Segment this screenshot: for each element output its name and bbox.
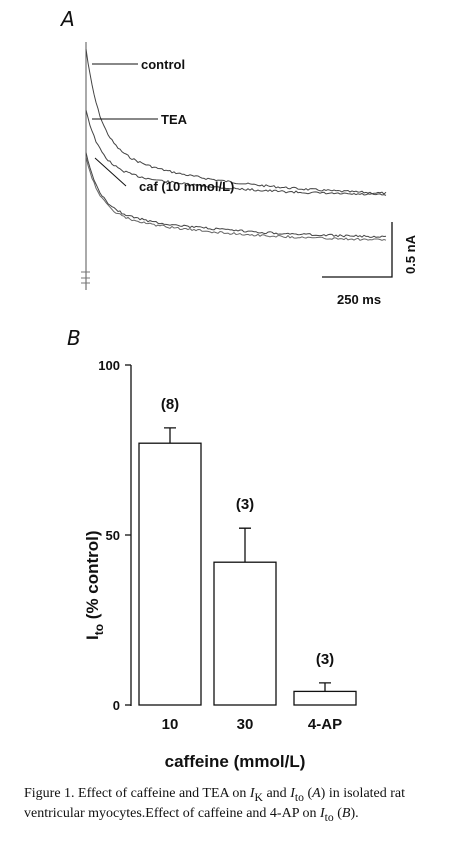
panel-b: B 0 50 100 (8) 10 (3) 30 (3) 4-AP Ito (%… xyxy=(67,326,357,771)
y-tick-label-0: 0 xyxy=(113,698,120,713)
n-label-3: (3) xyxy=(316,651,334,668)
y-tick-label-50: 50 xyxy=(106,528,120,543)
n-label-2: (3) xyxy=(236,496,254,513)
bar-1 xyxy=(138,442,202,706)
caption-b: B xyxy=(341,805,351,821)
caption-part-5: ( xyxy=(333,805,342,821)
panel-a: A control TEA caf (10 mmol/L) 250 ms 0.5… xyxy=(59,7,418,307)
y-tick-label-100: 100 xyxy=(98,358,120,373)
panel-b-letter: B xyxy=(67,326,81,350)
label-caf: caf (10 mmol/L) xyxy=(139,179,234,194)
category-label-1: 10 xyxy=(162,716,179,733)
error-bar-3 xyxy=(319,682,331,692)
n-label-1: (8) xyxy=(161,396,179,413)
leader-caf xyxy=(94,157,127,187)
trace-caf-2 xyxy=(85,156,387,241)
bar-3 xyxy=(293,690,357,706)
caption-ik: I xyxy=(249,786,255,801)
caption-ito-2: I xyxy=(319,805,325,821)
bar-group-2: (3) 30 xyxy=(213,496,277,733)
capacitive-artifact xyxy=(81,271,90,284)
y-axis-title-sub: to xyxy=(92,624,106,635)
caption-part-4: ) in isolated rat ventricular myocytes.E… xyxy=(24,786,406,821)
category-label-2: 30 xyxy=(237,716,254,733)
trace-caf xyxy=(85,152,387,238)
trace-control xyxy=(85,48,387,195)
category-label-3: 4-AP xyxy=(308,716,342,733)
error-bar-1 xyxy=(164,427,176,444)
label-tea: TEA xyxy=(161,112,188,127)
label-control: control xyxy=(141,57,185,72)
bar-2 xyxy=(213,561,277,706)
caption-part-6: ). xyxy=(350,805,359,821)
bar-group-1: (8) 10 xyxy=(138,396,202,733)
caption-ito-2-sub: to xyxy=(324,810,334,824)
figure-caption: Figure 1. Effect of caffeine and TEA on … xyxy=(24,786,454,826)
y-axis-title-rest: (% control) xyxy=(83,530,102,624)
x-axis-title: caffeine (mmol/L) xyxy=(165,752,306,771)
error-bar-2 xyxy=(239,527,251,563)
caption-part-2: and xyxy=(262,786,291,801)
caption-ik-sub: K xyxy=(254,790,263,804)
scale-bar-x-label: 250 ms xyxy=(337,292,381,307)
y-axis-title: Ito (% control) xyxy=(83,530,106,640)
caption-ito: I xyxy=(290,786,295,801)
scale-bar xyxy=(322,222,393,278)
y-axis-title-main: I xyxy=(83,635,102,640)
caption-ito-sub: to xyxy=(294,790,304,804)
bar-group-3: (3) 4-AP xyxy=(293,651,357,733)
trace-tea xyxy=(85,109,387,196)
panel-a-letter: A xyxy=(59,7,75,31)
caption-part-1: Figure 1. Effect of caffeine and TEA on xyxy=(24,786,250,801)
caption-a: A xyxy=(312,786,321,801)
scale-bar-y-label: 0.5 nA xyxy=(403,234,418,274)
caption-part-3: ( xyxy=(303,786,313,801)
